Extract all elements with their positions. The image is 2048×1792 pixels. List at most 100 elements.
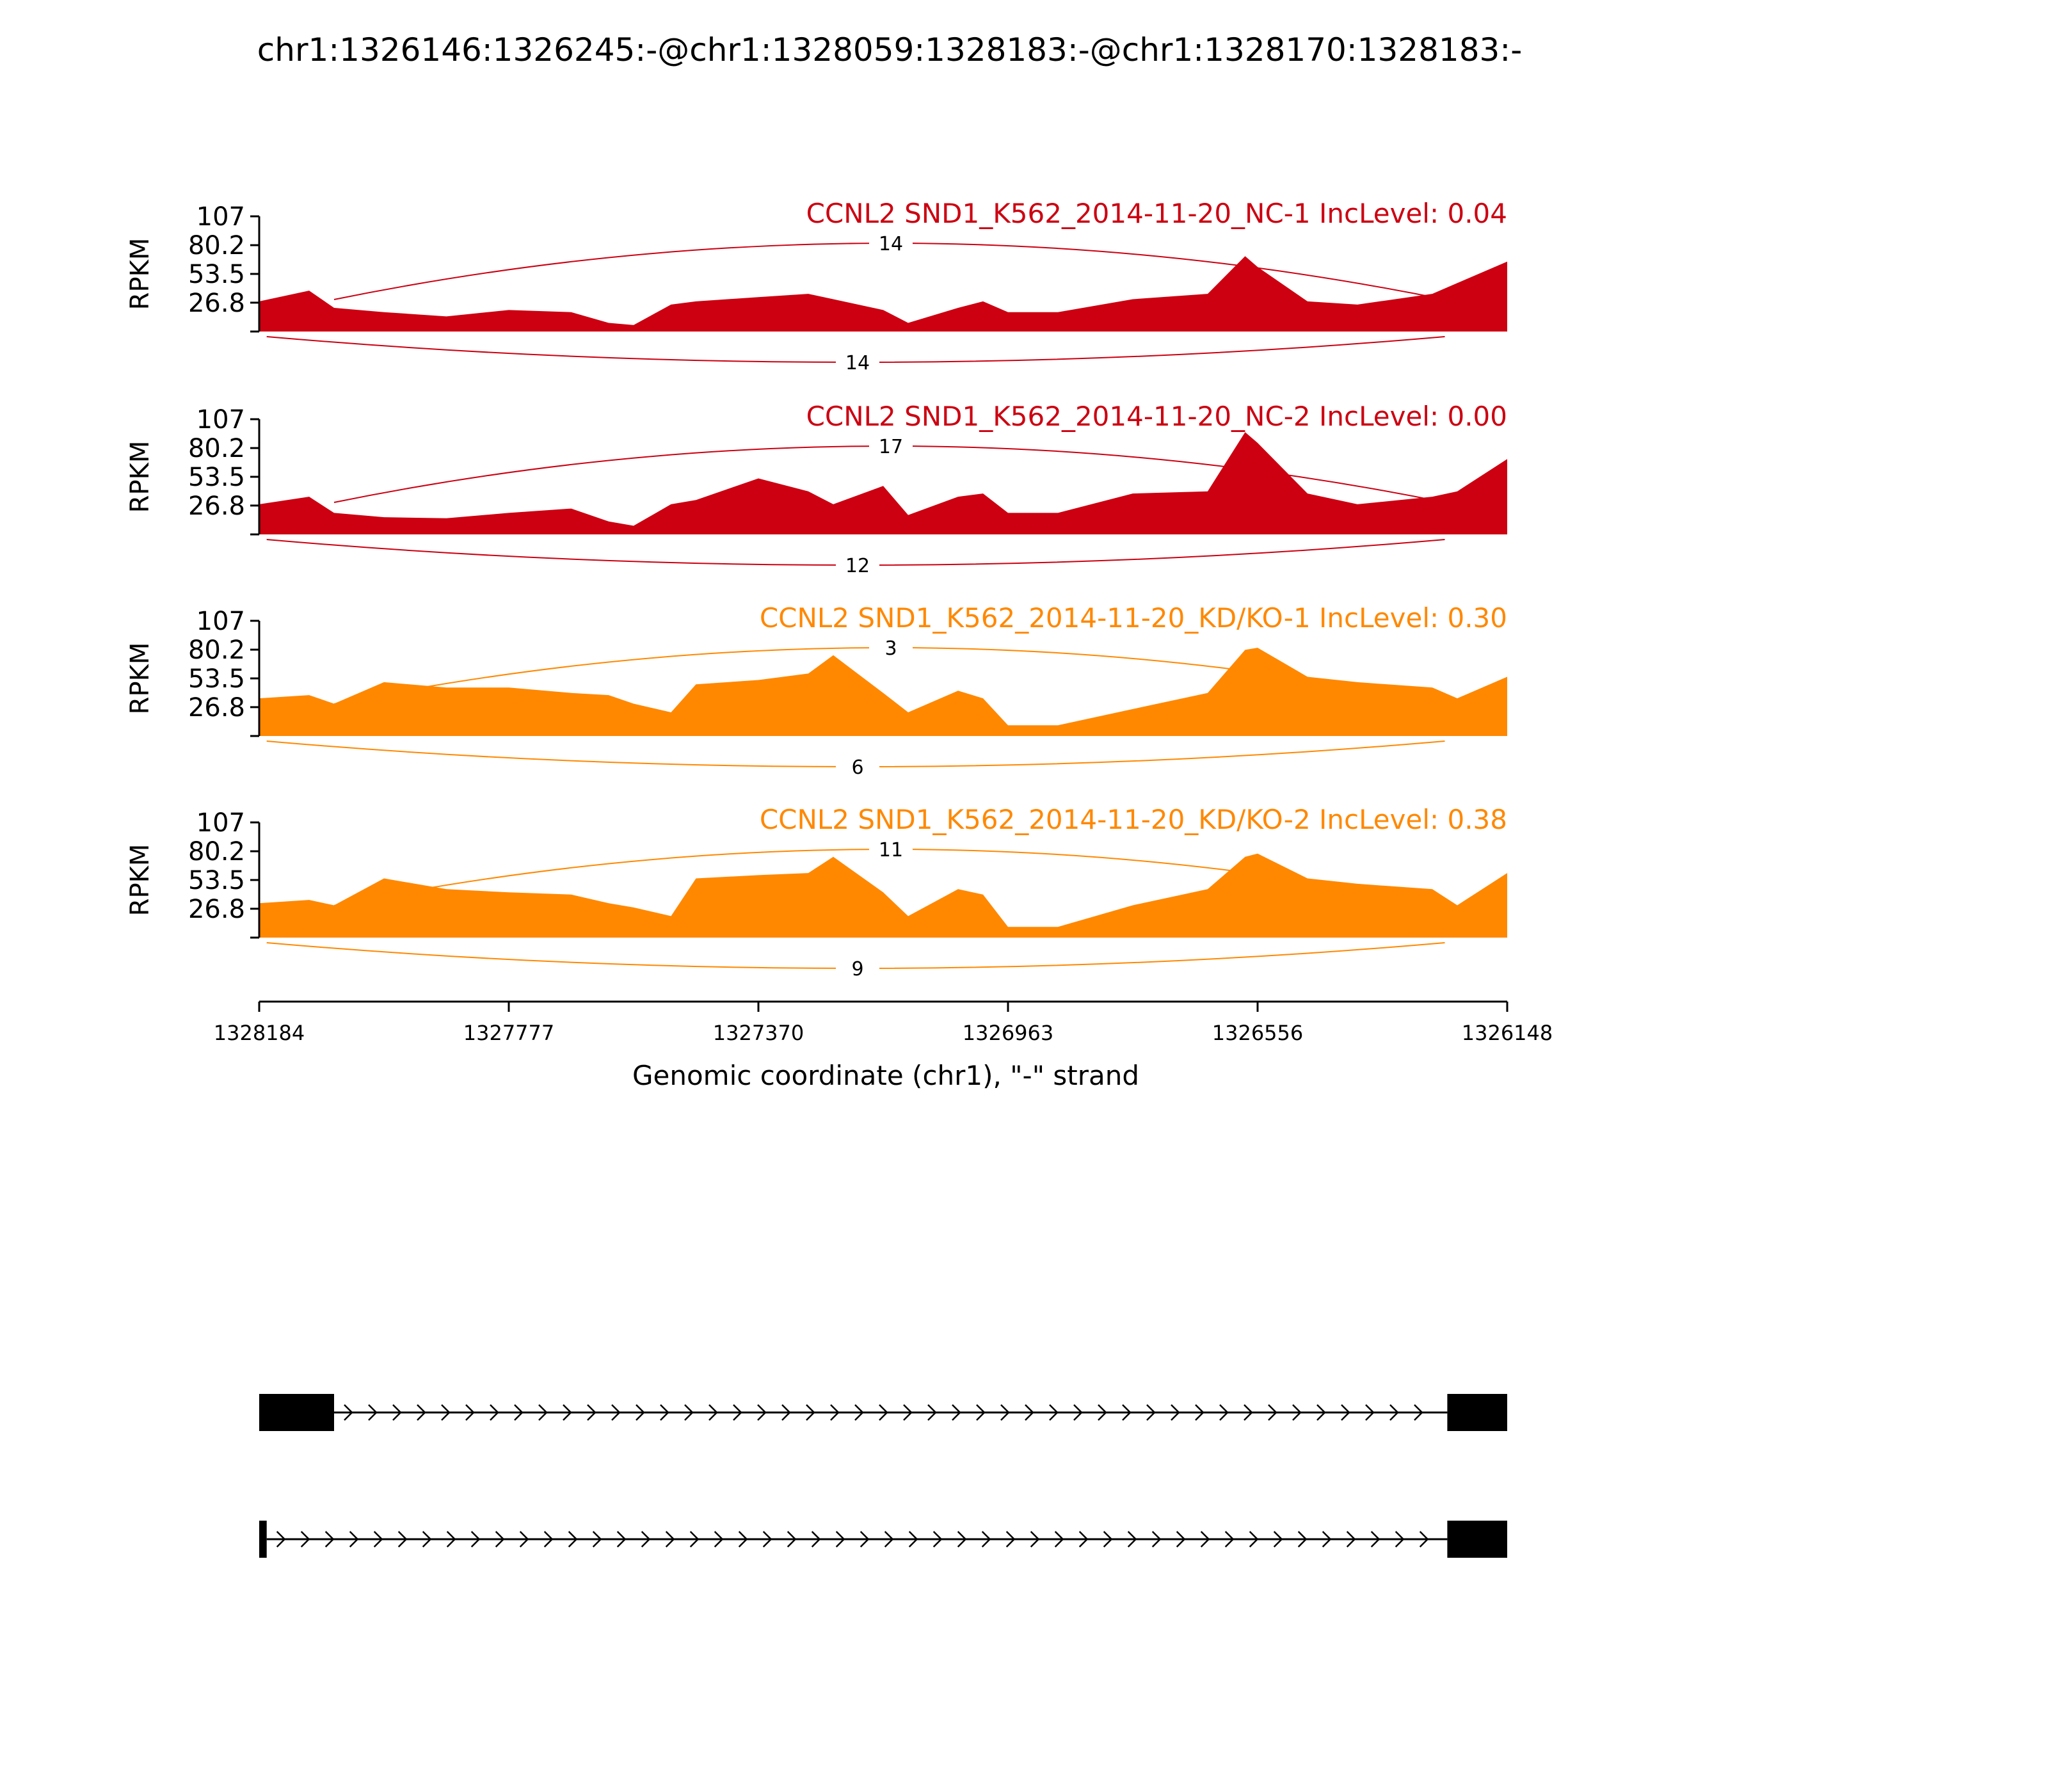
junction-count: 17 xyxy=(879,436,903,458)
strand-chevron xyxy=(787,1531,797,1548)
strand-chevron xyxy=(1365,1404,1375,1421)
strand-chevron xyxy=(1098,1404,1107,1421)
strand-chevron xyxy=(300,1531,310,1548)
strand-chevron xyxy=(1054,1531,1064,1548)
exon-block xyxy=(259,1521,267,1558)
strand-chevron xyxy=(976,1404,986,1421)
sample-label: CCNL2 SND1_K562_2014-11-20_NC-2 IncLevel… xyxy=(806,401,1507,432)
strand-chevron xyxy=(1049,1404,1059,1421)
exon-block xyxy=(259,1394,334,1431)
strand-chevron xyxy=(1249,1531,1259,1548)
strand-chevron xyxy=(616,1531,627,1548)
coverage-area xyxy=(259,432,1507,534)
strand-chevron xyxy=(417,1404,426,1421)
y-tick-label: 26.8 xyxy=(188,693,245,723)
junction-count: 14 xyxy=(879,233,903,255)
strand-chevron xyxy=(733,1404,742,1421)
x-tick-label: 1328184 xyxy=(214,1021,305,1045)
strand-chevron xyxy=(927,1404,937,1421)
junction-count-bg xyxy=(869,836,913,862)
y-tick-label: 107 xyxy=(196,202,245,232)
strand-chevron xyxy=(1078,1531,1089,1548)
strand-chevron xyxy=(1127,1531,1137,1548)
strand-chevron xyxy=(879,1404,888,1421)
sample-label: CCNL2 SND1_K562_2014-11-20_KD/KO-1 IncLe… xyxy=(760,602,1507,634)
strand-chevron xyxy=(543,1531,554,1548)
strand-chevron xyxy=(349,1531,359,1548)
x-tick-label: 1326556 xyxy=(1212,1021,1304,1045)
exon-block xyxy=(1447,1521,1507,1558)
strand-chevron xyxy=(1122,1404,1132,1421)
y-axis-label: RPKM xyxy=(125,844,155,916)
strand-chevron xyxy=(636,1404,645,1421)
strand-chevron xyxy=(587,1404,596,1421)
strand-chevron xyxy=(344,1404,353,1421)
y-tick-label: 80.2 xyxy=(188,636,245,665)
exon-block xyxy=(1447,1394,1507,1431)
y-axis-label: RPKM xyxy=(125,238,155,310)
strand-chevron xyxy=(1025,1404,1034,1421)
strand-chevron xyxy=(441,1404,451,1421)
isoform-2 xyxy=(259,1521,1507,1558)
strand-chevron xyxy=(470,1531,481,1548)
strand-chevron xyxy=(392,1404,402,1421)
strand-chevron xyxy=(373,1531,383,1548)
strand-chevron xyxy=(1292,1404,1302,1421)
isoform-1 xyxy=(259,1394,1507,1431)
strand-chevron xyxy=(276,1531,286,1548)
y-tick-label: 107 xyxy=(196,808,245,838)
strand-chevron xyxy=(568,1531,578,1548)
strand-chevron xyxy=(860,1531,870,1548)
strand-chevron xyxy=(1370,1531,1380,1548)
y-tick-label: 107 xyxy=(196,607,245,636)
strand-chevron xyxy=(957,1531,967,1548)
strand-chevron xyxy=(1389,1404,1399,1421)
strand-chevron xyxy=(1200,1531,1210,1548)
strand-chevron xyxy=(952,1404,961,1421)
x-tick-label: 1326963 xyxy=(963,1021,1054,1045)
junction-count: 14 xyxy=(845,352,870,374)
y-tick-label: 26.8 xyxy=(188,895,245,924)
strand-chevron xyxy=(490,1404,499,1421)
strand-chevron xyxy=(811,1531,821,1548)
strand-chevron xyxy=(465,1404,475,1421)
coverage-area xyxy=(259,256,1507,332)
strand-chevron xyxy=(981,1531,991,1548)
y-tick-label: 53.5 xyxy=(188,866,245,895)
y-tick-label: 53.5 xyxy=(188,260,245,289)
y-tick-label: 107 xyxy=(196,405,245,435)
x-axis: 1328184 1327777 1327370 1326963 1326556 13261… xyxy=(214,1000,1553,1045)
y-tick-label: 26.8 xyxy=(188,289,245,318)
strand-chevron xyxy=(1419,1531,1429,1548)
chart-title: chr1:1326146:1326245:-@chr1:1328059:1328… xyxy=(257,31,1522,68)
strand-chevron xyxy=(397,1531,408,1548)
junction-count: 12 xyxy=(845,555,870,577)
x-tick-label: 1327777 xyxy=(463,1021,555,1045)
y-tick-label: 80.2 xyxy=(188,837,245,867)
isoform-models xyxy=(259,1394,1507,1558)
junction-count-bg xyxy=(836,552,879,578)
strand-chevron xyxy=(368,1404,378,1421)
strand-chevron xyxy=(1322,1531,1332,1548)
strand-chevron xyxy=(884,1531,894,1548)
strand-chevron xyxy=(641,1531,651,1548)
x-tick-label: 1326148 xyxy=(1462,1021,1553,1045)
strand-chevron xyxy=(1219,1404,1229,1421)
strand-chevron xyxy=(835,1531,845,1548)
junction-count-bg xyxy=(869,230,913,256)
strand-chevron xyxy=(932,1531,943,1548)
coverage-area xyxy=(259,853,1507,938)
strand-chevron xyxy=(908,1531,918,1548)
y-tick-label: 80.2 xyxy=(188,434,245,463)
strand-chevron xyxy=(757,1404,767,1421)
strand-chevron xyxy=(708,1404,718,1421)
y-axis-label: RPKM xyxy=(125,441,155,513)
strand-chevron xyxy=(781,1404,791,1421)
junction-count-bg xyxy=(836,956,879,981)
strand-chevron xyxy=(1346,1531,1356,1548)
strand-chevron xyxy=(1073,1404,1083,1421)
strand-chevron xyxy=(1414,1404,1423,1421)
y-tick-label: 53.5 xyxy=(188,664,245,694)
